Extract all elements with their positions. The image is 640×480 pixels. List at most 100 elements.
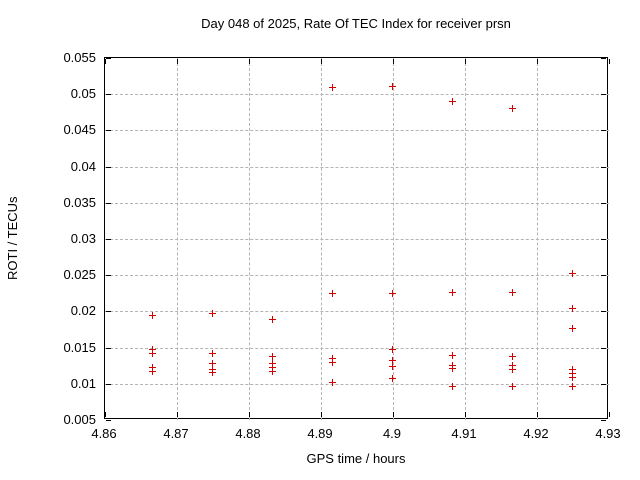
data-point-marker: [209, 359, 216, 367]
data-point-marker: [268, 316, 276, 324]
x-tick-label: 4.89: [307, 426, 333, 441]
data-point-marker: [569, 324, 576, 332]
y-tick-label: 0.005: [63, 412, 96, 427]
data-point-marker: [149, 363, 157, 371]
y-axis-tick: [601, 130, 606, 131]
data-point-marker: [329, 83, 337, 91]
data-point-marker: [268, 353, 276, 360]
y-tick-label: 0.02: [70, 303, 96, 318]
data-point-marker: [329, 358, 337, 366]
data-point-marker: [149, 350, 157, 358]
x-tick-label: 4.88: [235, 426, 261, 441]
data-point-marker: [509, 288, 517, 296]
y-axis-tick: [106, 167, 111, 168]
x-axis-tick: [609, 412, 610, 417]
y-axis-tick: [601, 348, 606, 349]
data-point-marker: [209, 310, 216, 318]
y-axis-tick: [106, 203, 111, 204]
x-axis-tick: [465, 412, 466, 417]
x-tick-label: 4.92: [523, 426, 549, 441]
y-axis-tick: [106, 130, 111, 131]
y-axis-tick: [106, 275, 111, 276]
data-point-marker: [509, 383, 517, 391]
y-tick-label: 0.045: [63, 122, 96, 137]
x-axis-tick: [321, 59, 322, 64]
y-axis-tick: [106, 348, 111, 349]
y-axis-tick: [601, 275, 606, 276]
x-axis-tick: [249, 59, 250, 64]
x-axis-tick: [465, 59, 466, 64]
y-tick-label: 0.03: [70, 231, 96, 246]
y-tick-label: 0.01: [70, 376, 96, 391]
x-tick-label: 4.87: [163, 426, 189, 441]
data-point-marker: [389, 346, 396, 354]
data-point-marker: [448, 352, 456, 360]
x-axis-tick: [105, 59, 106, 64]
data-point-marker: [389, 290, 396, 298]
data-point-marker: [389, 82, 396, 90]
data-point-marker: [448, 98, 456, 106]
x-axis-tick: [393, 59, 394, 64]
y-gridline: [105, 130, 609, 131]
data-point-marker: [209, 350, 216, 358]
y-axis-tick: [601, 167, 606, 168]
x-tick-label: 4.9: [382, 426, 402, 441]
data-point-marker: [329, 355, 337, 363]
y-axis-tick: [601, 420, 606, 421]
data-point-marker: [209, 368, 216, 376]
data-point-marker: [569, 366, 576, 374]
y-gridline: [105, 384, 609, 385]
y-axis-tick: [601, 94, 606, 95]
data-point-marker: [448, 383, 456, 391]
x-axis-tick: [537, 59, 538, 64]
data-point-marker: [389, 363, 396, 371]
y-axis-tick: [106, 239, 111, 240]
data-point-marker: [268, 363, 276, 371]
x-axis-tick: [321, 412, 322, 417]
data-point-marker: [389, 375, 396, 383]
y-tick-label: 0.025: [63, 267, 96, 282]
data-point-marker: [569, 304, 576, 312]
y-axis-label: ROTI / TECUs: [5, 196, 20, 280]
x-axis-tick: [537, 412, 538, 417]
data-point-marker: [448, 365, 456, 373]
y-axis-tick: [601, 311, 606, 312]
y-tick-label: 0.035: [63, 195, 96, 210]
data-point-marker: [389, 357, 396, 365]
y-gridline: [105, 167, 609, 168]
y-gridline: [105, 239, 609, 240]
data-point-marker: [569, 383, 576, 391]
y-gridline: [105, 275, 609, 276]
y-gridline: [105, 203, 609, 204]
x-axis-tick: [177, 59, 178, 64]
data-point-marker: [268, 368, 276, 376]
y-tick-label: 0.05: [70, 86, 96, 101]
data-point-marker: [569, 270, 576, 278]
data-point-marker: [329, 379, 337, 387]
data-point-marker: [569, 374, 576, 381]
x-axis-label: GPS time / hours: [306, 451, 406, 466]
data-point-marker: [149, 311, 157, 319]
y-axis-tick: [601, 203, 606, 204]
x-axis-tick: [177, 412, 178, 417]
y-gridline: [105, 94, 609, 95]
y-axis-tick: [106, 58, 111, 59]
x-tick-label: 4.93: [595, 426, 621, 441]
data-point-marker: [509, 353, 517, 360]
x-axis-tick: [105, 412, 106, 417]
data-point-marker: [509, 362, 517, 370]
y-axis-tick: [106, 384, 111, 385]
x-tick-label: 4.91: [451, 426, 477, 441]
y-tick-label: 0.055: [63, 50, 96, 65]
data-point-marker: [509, 366, 517, 374]
data-point-marker: [329, 290, 337, 298]
data-point-marker: [268, 360, 276, 368]
y-axis-tick: [601, 58, 606, 59]
plot-area: [104, 57, 610, 421]
y-axis-tick: [106, 420, 111, 421]
x-axis-tick: [249, 412, 250, 417]
data-point-marker: [149, 368, 157, 376]
y-axis-tick: [106, 94, 111, 95]
y-axis-tick: [106, 311, 111, 312]
